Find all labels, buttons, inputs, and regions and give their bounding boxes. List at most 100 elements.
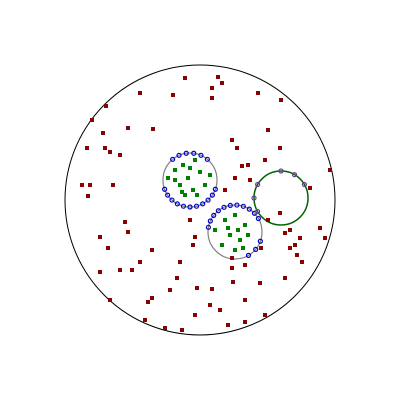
boundary-point: [198, 152, 204, 158]
inside-point: [191, 188, 195, 192]
boundary-point: [255, 215, 261, 222]
outside-point: [323, 236, 327, 240]
outside-point: [86, 194, 90, 198]
boundary-point: [170, 156, 176, 162]
outside-point: [235, 146, 239, 150]
inside-point: [233, 248, 237, 252]
outside-point: [278, 211, 282, 215]
outside-point: [266, 218, 270, 222]
outside-point: [220, 81, 224, 85]
outside-point: [163, 326, 167, 330]
inside-point: [166, 176, 170, 180]
outside-point: [150, 296, 154, 300]
inside-point: [243, 223, 247, 227]
outside-point: [266, 128, 270, 132]
outside-point: [98, 270, 102, 274]
outside-point: [101, 131, 105, 135]
inside-point: [181, 163, 185, 167]
inside-point: [195, 193, 199, 197]
outside-point: [180, 328, 184, 332]
outside-point: [243, 320, 247, 324]
outside-point: [210, 287, 214, 291]
boundary-point: [174, 201, 180, 207]
outside-point: [288, 228, 292, 232]
boundary-point: [251, 195, 257, 201]
boundary-point: [180, 203, 187, 209]
outside-point: [288, 246, 292, 250]
outside-point: [191, 243, 195, 247]
outside-point: [123, 220, 127, 224]
outside-point: [88, 183, 92, 187]
outside-point: [126, 230, 130, 234]
boundary-point: [165, 192, 171, 198]
outside-point: [308, 186, 312, 190]
outside-point: [171, 93, 175, 97]
inside-point: [188, 166, 192, 170]
boundary-point: [255, 208, 261, 215]
outside-point: [210, 96, 214, 100]
outside-point: [231, 280, 235, 284]
boundary-point: [205, 197, 211, 203]
outside-point: [218, 308, 222, 312]
outside-point: [259, 246, 263, 250]
boundary-point: [257, 238, 263, 244]
inside-point: [198, 170, 202, 174]
outside-point: [226, 323, 230, 327]
inside-point: [173, 178, 177, 182]
outside-point: [98, 235, 102, 239]
inside-point: [228, 233, 232, 237]
outer-circle: [64, 64, 336, 336]
outside-point: [258, 281, 262, 285]
outside-point: [188, 218, 192, 222]
outside-point: [278, 146, 282, 150]
boundary-point: [169, 197, 175, 203]
inside-point: [241, 246, 245, 250]
outside-point: [208, 303, 212, 307]
inside-point: [246, 233, 250, 237]
outside-point: [223, 188, 227, 192]
boundary-point: [162, 186, 168, 192]
outside-point: [248, 178, 252, 182]
inside-point: [223, 218, 227, 222]
outside-point: [246, 163, 250, 167]
outside-point: [138, 91, 142, 95]
outside-point: [118, 268, 122, 272]
outside-point: [279, 98, 283, 102]
outside-point: [230, 266, 234, 270]
boundary-point: [209, 192, 215, 198]
outside-point: [193, 235, 197, 239]
outside-point: [283, 231, 287, 235]
boundary-point: [253, 246, 259, 252]
boundary-point: [227, 202, 233, 209]
boundary-point: [191, 150, 197, 156]
boundary-point: [234, 202, 240, 208]
inside-point: [183, 193, 187, 197]
boundary-point: [240, 203, 246, 209]
outside-point: [328, 168, 332, 172]
inside-point: [193, 158, 197, 162]
outside-point: [130, 268, 134, 272]
boundary-point: [200, 201, 206, 207]
inside-point: [180, 190, 184, 194]
outside-point: [90, 118, 94, 122]
outside-point: [230, 138, 234, 142]
outside-point: [295, 253, 299, 257]
outside-point: [216, 75, 220, 79]
outside-point: [240, 164, 244, 168]
inside-point: [203, 183, 207, 187]
outside-point: [108, 298, 112, 302]
inside-point: [208, 173, 212, 177]
outside-point: [256, 91, 260, 95]
outside-point: [80, 183, 84, 187]
boundary-point: [211, 212, 217, 218]
boundary-point: [212, 186, 218, 192]
outside-point: [318, 226, 322, 230]
outside-point: [108, 150, 112, 154]
outside-point: [118, 153, 122, 157]
inside-point: [220, 243, 224, 247]
outside-point: [283, 276, 287, 280]
outside-point: [178, 260, 182, 264]
boundary-point: [301, 181, 307, 188]
